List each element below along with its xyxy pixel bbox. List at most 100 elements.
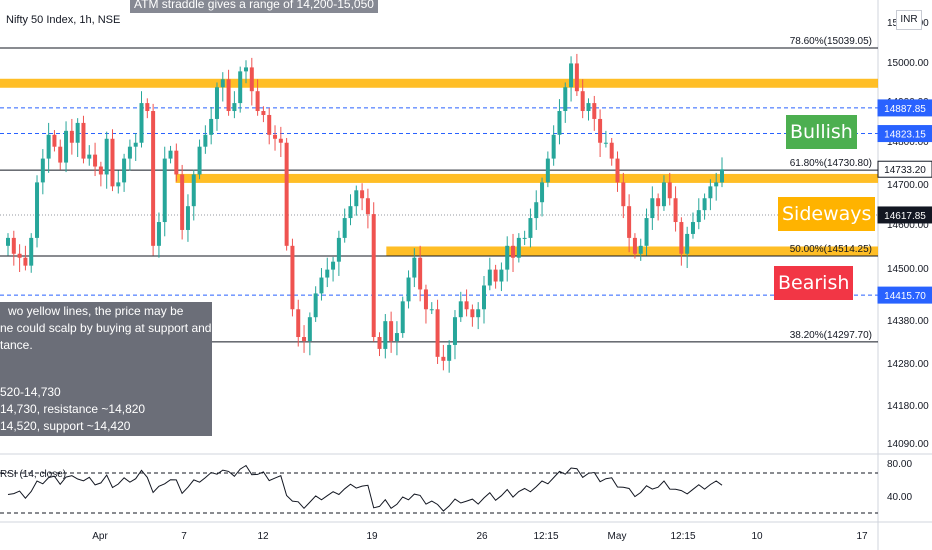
candle-body	[650, 198, 655, 219]
price-tick-label: 14380.00	[887, 316, 929, 327]
candle-body	[406, 277, 411, 302]
candle-body	[702, 198, 707, 211]
rsi-tick-label: 40.00	[887, 492, 912, 503]
candle-body	[69, 130, 74, 143]
support-resistance-band	[0, 78, 878, 88]
fib-level-label: 50.00%(14514.25)	[790, 244, 872, 255]
candle-body	[574, 63, 579, 92]
candle-body	[487, 269, 492, 286]
time-tick-label: 12:15	[533, 531, 558, 542]
symbol-title: Nifty 50 Index, 1h, NSE	[6, 14, 121, 26]
candle-body	[673, 198, 678, 223]
fib-level-label: 61.80%(14730.80)	[790, 158, 872, 169]
candle-body	[418, 257, 423, 290]
candle-body	[696, 210, 701, 223]
candle-body	[389, 321, 394, 341]
candle-body	[377, 337, 382, 349]
price-tick-label: 14600.00	[887, 220, 929, 231]
candle-body	[371, 214, 376, 338]
candle-body	[156, 222, 161, 246]
candle-body	[249, 67, 254, 92]
candle-body	[569, 63, 574, 88]
candle-body	[180, 174, 185, 230]
candle-body	[98, 166, 103, 175]
candle-body	[394, 333, 399, 341]
candle-body	[563, 87, 568, 112]
candle-body	[522, 237, 527, 239]
candle-body	[145, 103, 150, 112]
candle-body	[545, 158, 550, 183]
support-resistance-band	[386, 246, 878, 256]
note-line: ne could scalp by buying at support and	[0, 321, 212, 335]
currency-button[interactable]: INR	[896, 10, 922, 30]
candle-body	[238, 71, 243, 104]
candle-body	[255, 91, 260, 112]
candle-body	[458, 301, 463, 318]
note-line: 14,730, resistance ~14,820	[0, 402, 146, 416]
candle-body	[273, 134, 278, 139]
candle-body	[342, 218, 347, 238]
price-tag-blue	[877, 99, 932, 117]
candle-body	[400, 301, 405, 334]
candle-body	[435, 309, 440, 357]
note-line: 520-14,730	[0, 385, 61, 399]
price-tick-label: 14090.00	[887, 439, 929, 450]
fib-level-label: 38.20%(14297.70)	[790, 330, 872, 341]
candle-body	[284, 142, 289, 246]
candle-body	[75, 122, 80, 143]
candle-body	[720, 169, 724, 183]
note-line: tance.	[0, 338, 33, 352]
candle-body	[336, 237, 341, 262]
straddle-note: ATM straddle gives a range of 14,200-15,…	[130, 0, 378, 13]
candle-body	[244, 67, 248, 72]
price-tag-blue	[877, 125, 932, 143]
candle-body	[627, 206, 632, 238]
candle-body	[104, 138, 109, 175]
candle-body	[331, 261, 336, 270]
candle-body	[354, 190, 359, 207]
price-tick-label: 14280.00	[887, 359, 929, 370]
candle-body	[290, 245, 295, 310]
candle-body	[110, 138, 115, 187]
candle-body	[412, 257, 417, 278]
candle-body	[17, 253, 22, 258]
candle-body	[261, 111, 266, 115]
candle-body	[615, 158, 620, 183]
candle-body	[383, 321, 388, 349]
candle-body	[656, 198, 661, 207]
price-tag-current-text: 14733.20	[884, 165, 926, 176]
candle-body	[307, 317, 312, 341]
candle-body	[29, 237, 34, 266]
candle-body	[191, 174, 196, 207]
candle-body	[93, 154, 98, 167]
time-tick-label: Apr	[92, 531, 108, 542]
candle-body	[278, 138, 283, 143]
candle-body	[116, 182, 121, 187]
candle-body	[586, 103, 591, 112]
candle-body	[325, 269, 330, 278]
candle-body	[151, 111, 156, 246]
candle-body	[81, 122, 86, 159]
candle-body	[516, 237, 521, 258]
candle-body	[493, 269, 498, 282]
candle-body	[447, 344, 452, 361]
bearish-label: Bearish	[774, 266, 854, 300]
candle-body	[52, 134, 57, 147]
candle-body	[296, 309, 301, 338]
candle-body	[203, 134, 208, 147]
candle-body	[580, 91, 585, 112]
price-tick-label: 14500.00	[887, 264, 929, 275]
notes-box: wo yellow lines, the price may be ne cou…	[0, 302, 212, 436]
price-tick-label: 14180.00	[887, 401, 929, 412]
candle-body	[679, 222, 684, 254]
candle-body	[23, 257, 28, 266]
candle-body	[168, 150, 173, 159]
candle-body	[139, 103, 144, 143]
time-tick-label: 26	[476, 531, 488, 542]
candle-body	[661, 182, 666, 207]
candle-body	[267, 114, 272, 135]
candle-body	[470, 309, 475, 318]
fib-level-label: 78.60%(15039.05)	[790, 36, 872, 47]
